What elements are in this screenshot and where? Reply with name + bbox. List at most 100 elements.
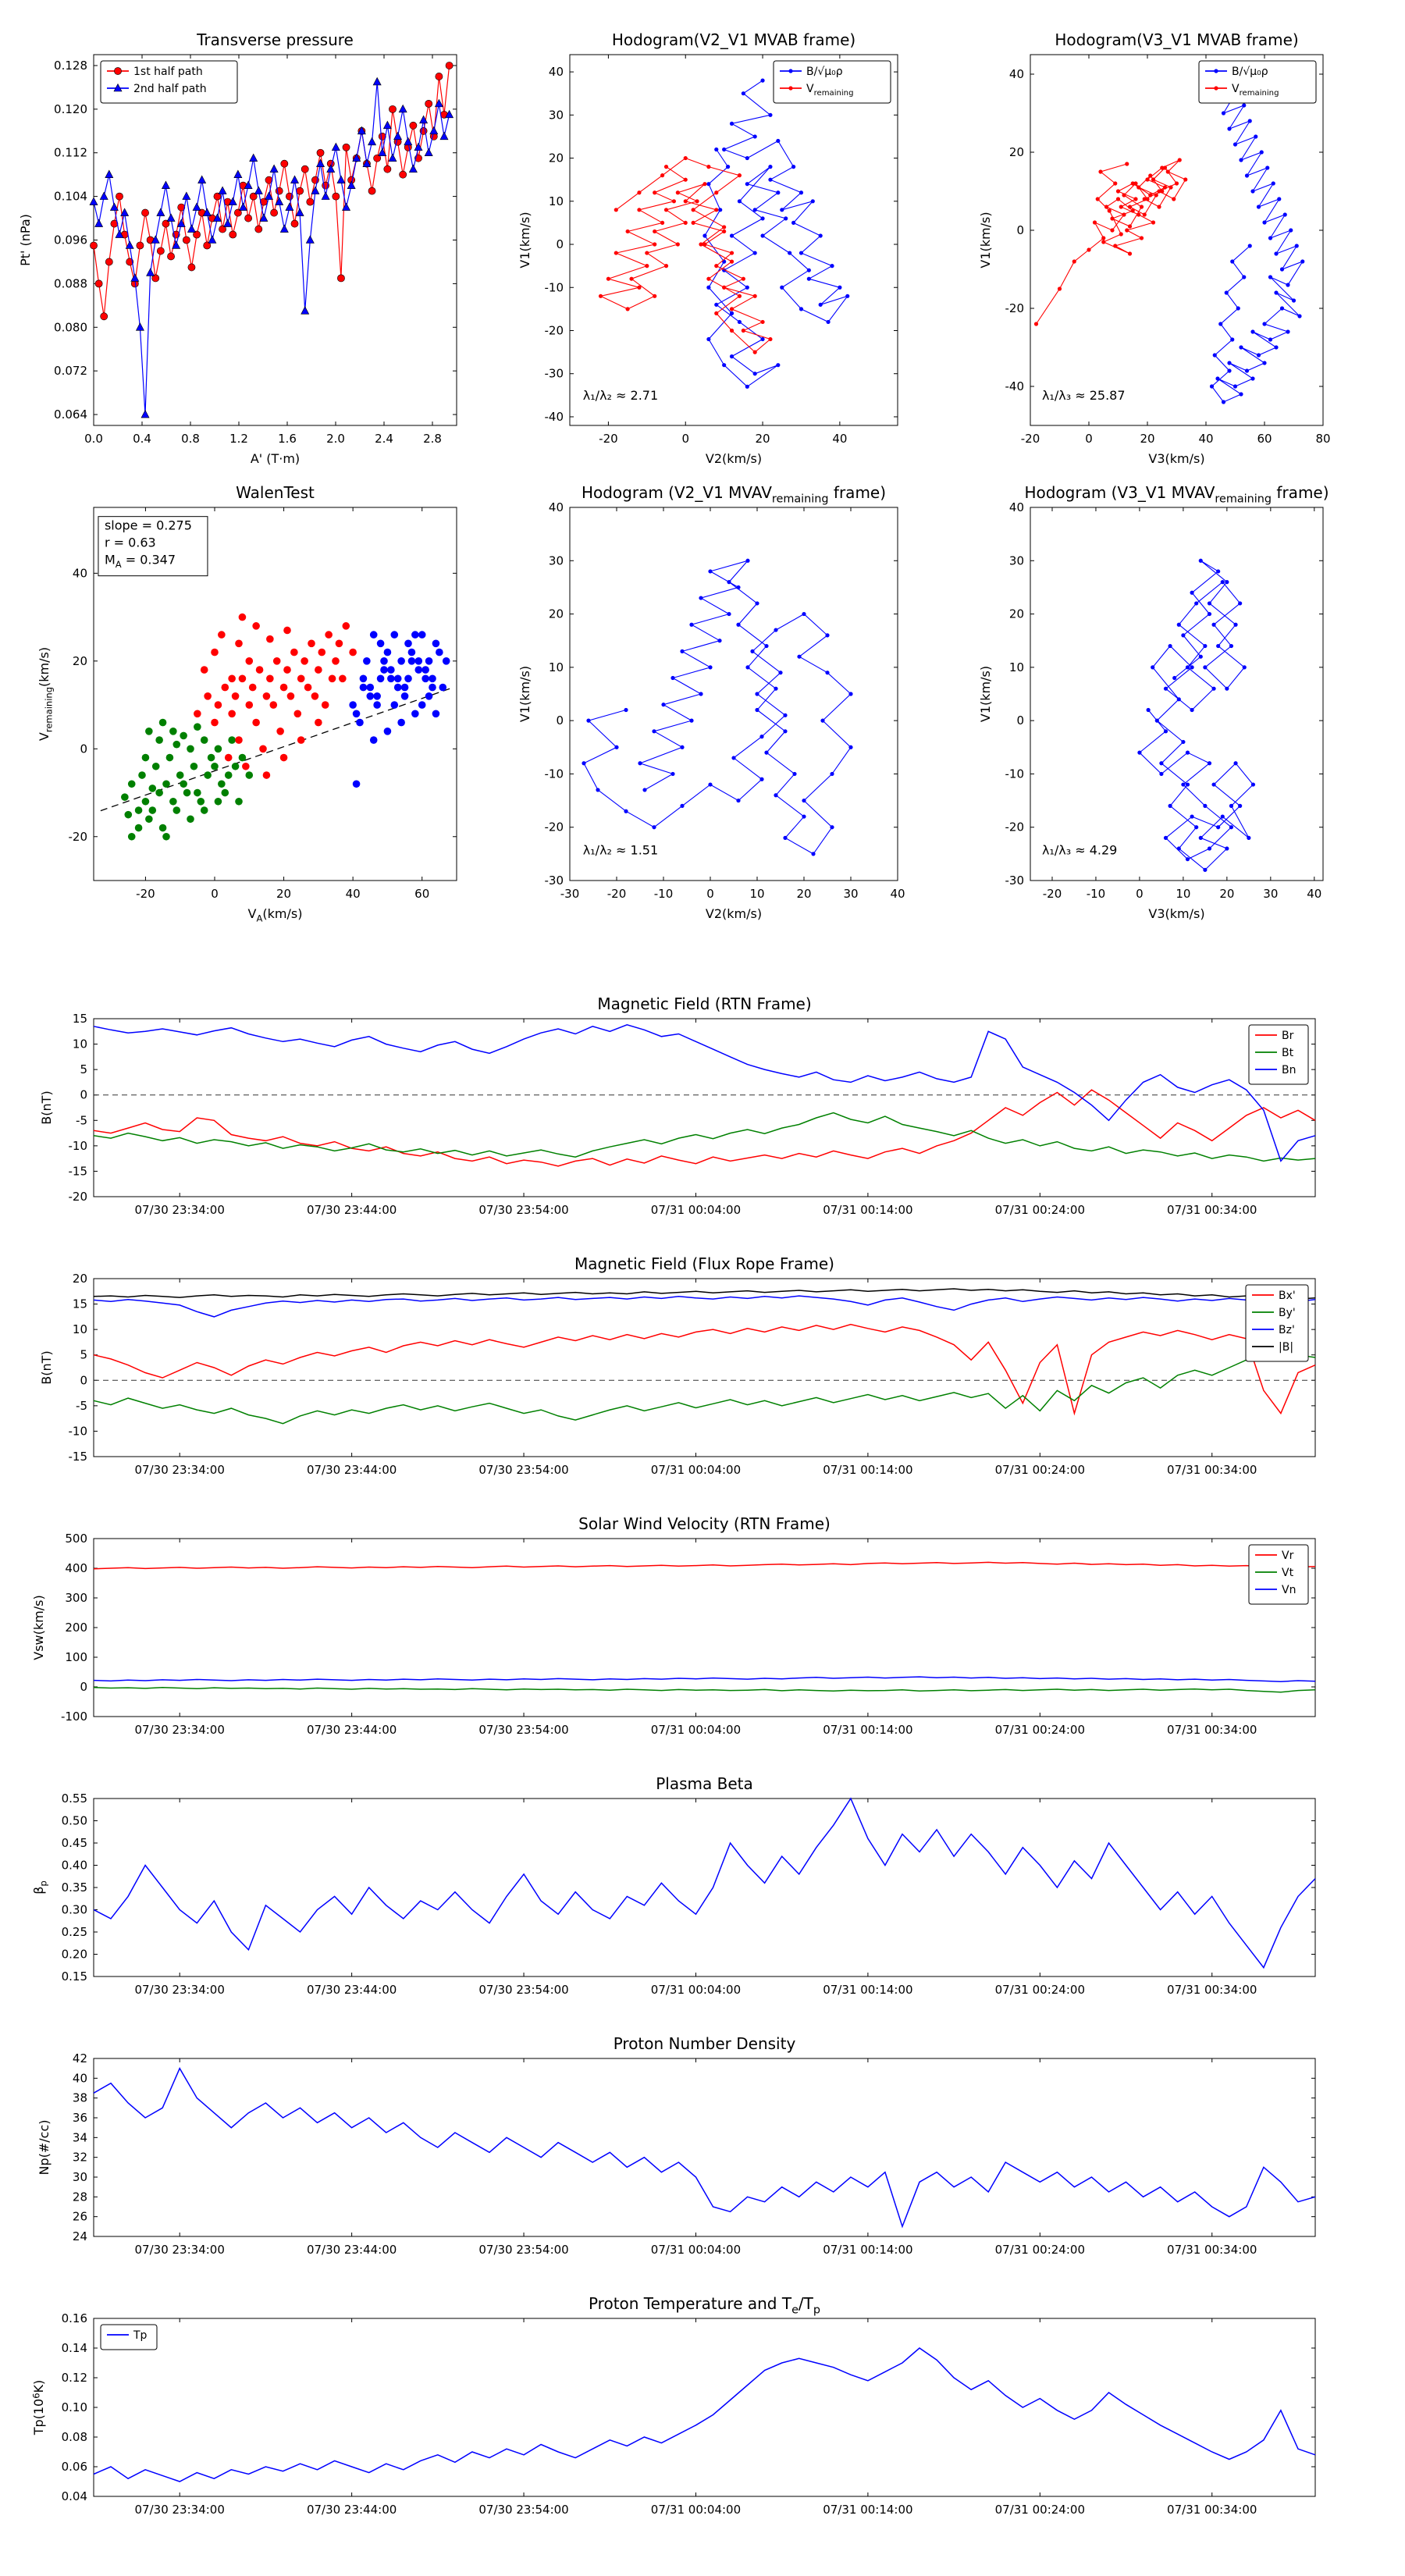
svg-text:B(nT): B(nT): [39, 1350, 54, 1384]
svg-text:Bn: Bn: [1282, 1064, 1296, 1076]
plot-area-proton-temperature: [93, 2318, 1316, 2497]
svg-text:07/31 00:04:00: 07/31 00:04:00: [651, 1723, 741, 1737]
svg-text:-20: -20: [1043, 887, 1062, 901]
svg-text:0.16: 0.16: [62, 2311, 87, 2325]
plot-area-magnetic-field-rtn: [93, 1018, 1316, 1197]
svg-text:07/30 23:44:00: 07/30 23:44:00: [307, 1723, 397, 1737]
svg-text:V2(km/s): V2(km/s): [706, 451, 762, 466]
svg-text:07/31 00:14:00: 07/31 00:14:00: [823, 1463, 912, 1477]
svg-text:40: 40: [832, 432, 847, 446]
svg-text:-10: -10: [545, 767, 564, 781]
svg-text:0.120: 0.120: [54, 102, 87, 116]
svg-text:-20: -20: [545, 323, 564, 337]
svg-text:Solar Wind Velocity (RTN Frame: Solar Wind Velocity (RTN Frame): [578, 1514, 831, 1533]
svg-text:0.55: 0.55: [62, 1791, 87, 1806]
svg-text:07/31 00:34:00: 07/31 00:34:00: [1167, 1203, 1257, 1217]
svg-text:15: 15: [73, 1297, 87, 1311]
svg-text:0.080: 0.080: [54, 320, 87, 334]
svg-text:0.14: 0.14: [62, 2341, 87, 2355]
svg-text:Transverse pressure: Transverse pressure: [196, 30, 354, 49]
svg-text:-20: -20: [1005, 301, 1025, 315]
svg-text:Magnetic Field (RTN Frame): Magnetic Field (RTN Frame): [597, 994, 811, 1013]
svg-text:B(nT): B(nT): [39, 1091, 54, 1124]
svg-text:Bx': Bx': [1279, 1290, 1296, 1302]
svg-text:0: 0: [211, 887, 219, 901]
svg-text:20: 20: [549, 607, 564, 621]
svg-text:07/31 00:04:00: 07/31 00:04:00: [651, 2503, 741, 2517]
svg-text:V1(km/s): V1(km/s): [978, 666, 993, 722]
svg-text:20: 20: [73, 1272, 87, 1286]
svg-text:Vremaining: Vremaining: [806, 83, 853, 98]
svg-text:Hodogram (V3_V1 MVAVremaining: Hodogram (V3_V1 MVAVremaining frame): [1024, 483, 1329, 506]
svg-text:-20: -20: [1005, 820, 1025, 834]
svg-text:10: 10: [1009, 660, 1024, 674]
svg-text:1st half path: 1st half path: [133, 66, 203, 78]
svg-text:2.4: 2.4: [375, 432, 393, 446]
svg-text:40: 40: [73, 2071, 87, 2085]
svg-text:40: 40: [346, 887, 361, 901]
svg-text:0.15: 0.15: [62, 1969, 87, 1984]
svg-text:0.45: 0.45: [62, 1836, 87, 1850]
svg-text:-100: -100: [61, 1710, 87, 1724]
svg-text:0.10: 0.10: [62, 2400, 87, 2414]
svg-text:0.30: 0.30: [62, 1903, 87, 1917]
svg-text:0.072: 0.072: [54, 364, 87, 378]
svg-text:07/30 23:54:00: 07/30 23:54:00: [478, 1463, 568, 1477]
chart-hodogram-v3v1-mvav: Hodogram (V3_V1 MVAVremaining frame) -20 -…: [978, 483, 1329, 921]
svg-text:0: 0: [1016, 223, 1024, 237]
svg-text:30: 30: [1009, 553, 1024, 568]
plot-area-proton-number-density: [93, 2058, 1316, 2237]
svg-text:100: 100: [65, 1650, 87, 1664]
legend-hodogram-v3v1-mvab: [1198, 60, 1317, 104]
svg-text:07/30 23:54:00: 07/30 23:54:00: [478, 1983, 568, 1997]
svg-text:40: 40: [549, 65, 564, 79]
svg-text:-10: -10: [69, 1139, 88, 1153]
svg-text:07/30 23:34:00: 07/30 23:34:00: [135, 2503, 225, 2517]
svg-text:V1(km/s): V1(km/s): [518, 212, 532, 268]
svg-text:10: 10: [749, 887, 764, 901]
svg-text:Vt: Vt: [1282, 1567, 1294, 1579]
plot-area-hodogram-v2v1-mvav: [569, 507, 898, 881]
svg-text:-10: -10: [654, 887, 674, 901]
svg-text:0.08: 0.08: [62, 2430, 87, 2444]
svg-text:-30: -30: [545, 873, 564, 888]
svg-text:07/30 23:54:00: 07/30 23:54:00: [478, 1203, 568, 1217]
svg-text:20: 20: [1009, 145, 1024, 159]
svg-text:0: 0: [556, 713, 564, 728]
svg-text:07/30 23:34:00: 07/30 23:34:00: [135, 1463, 225, 1477]
svg-text:2.8: 2.8: [423, 432, 442, 446]
chart-walen-test: WalenTest -20 0 20 40 60 -20 0 20 40 VA(km/s) Vrema…: [37, 483, 457, 923]
svg-text:Tp: Tp: [133, 2329, 148, 2342]
svg-text:300: 300: [65, 1591, 87, 1605]
svg-text:-20: -20: [599, 432, 618, 446]
svg-text:λ₁/λ₃ ≈ 25.87: λ₁/λ₃ ≈ 25.87: [1042, 388, 1126, 403]
chart-hodogram-v2v1-mvav: Hodogram (V2_V1 MVAVremaining frame)-30-…: [518, 483, 905, 921]
svg-text:|B|: |B|: [1279, 1341, 1293, 1354]
svg-text:07/31 00:34:00: 07/31 00:34:00: [1167, 2243, 1257, 2257]
svg-text:07/31 00:14:00: 07/31 00:14:00: [823, 1723, 912, 1737]
svg-text:Proton Temperature and Te/Tp: Proton Temperature and Te/Tp: [589, 2294, 820, 2317]
svg-text:20: 20: [73, 654, 87, 668]
svg-text:10: 10: [73, 1037, 87, 1051]
svg-text:400: 400: [65, 1561, 87, 1575]
svg-text:Hodogram(V2_V1 MVAB frame): Hodogram(V2_V1 MVAB frame): [612, 30, 855, 49]
svg-text:500: 500: [65, 1532, 87, 1546]
svg-text:B/√μ₀ρ: B/√μ₀ρ: [806, 66, 843, 78]
svg-text:λ₁/λ₃ ≈ 4.29: λ₁/λ₃ ≈ 4.29: [1042, 843, 1117, 858]
svg-text:20: 20: [796, 887, 811, 901]
svg-text:07/31 00:34:00: 07/31 00:34:00: [1167, 1723, 1257, 1737]
svg-text:-20: -20: [69, 830, 88, 844]
svg-text:30: 30: [1263, 887, 1278, 901]
svg-text:0.0: 0.0: [84, 432, 103, 446]
svg-text:-20: -20: [607, 887, 627, 901]
svg-text:MA = 0.347: MA = 0.347: [105, 553, 176, 570]
svg-text:V3(km/s): V3(km/s): [1148, 451, 1204, 466]
legend-magnetic-field-flux-rope: [1245, 1284, 1309, 1362]
svg-text:r = 0.63: r = 0.63: [105, 535, 156, 550]
svg-text:-20: -20: [545, 820, 564, 834]
svg-text:Bt: Bt: [1282, 1047, 1294, 1059]
plot-area-hodogram-v3v1-mvab: [1030, 54, 1324, 426]
svg-text:20: 20: [1009, 607, 1024, 621]
svg-text:26: 26: [73, 2210, 87, 2224]
svg-text:0.128: 0.128: [54, 59, 87, 73]
